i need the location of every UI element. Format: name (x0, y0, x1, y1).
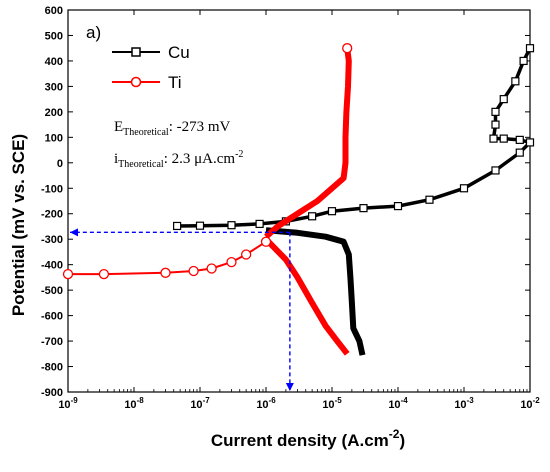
ti-lower-branch-line (263, 237, 350, 356)
y-tick-label: 0 (57, 158, 63, 170)
ti-data-point (226, 256, 237, 268)
cu-data-point (255, 219, 264, 229)
x-tick-label: 10-8 (124, 396, 144, 411)
cu-data-point (393, 201, 403, 211)
corrosion-current-arrowhead (285, 383, 294, 391)
i-theoretical-symbol: i (114, 151, 118, 167)
x-axis-title: Current density (A.cm-2) (211, 427, 405, 450)
y-tick-label: 100 (45, 132, 63, 144)
i-theoretical-value: : 2.3 μA.cm (164, 151, 236, 167)
cu-data-point (491, 166, 500, 175)
y-tick-label: -800 (41, 362, 63, 374)
y-tick-label: 600 (45, 5, 63, 17)
y-tick-label: -900 (41, 387, 63, 399)
y-tick-label: -300 (41, 234, 63, 246)
y-tick-label: 400 (45, 56, 63, 68)
y-tick-label: 300 (45, 81, 63, 93)
cu-data-point (515, 148, 524, 157)
legend-cu-label: Cu (168, 43, 190, 62)
cu-data-point (327, 207, 337, 216)
ti-data-point (260, 236, 272, 247)
corrosion-potential-arrowhead (70, 228, 78, 237)
x-axis-title-main: Current density (211, 431, 337, 450)
legend-ti-label: Ti (168, 73, 182, 92)
e-theoretical-symbol: E (114, 119, 123, 135)
cu-data-point (511, 77, 520, 86)
cu-data-point (499, 134, 508, 143)
x-axis-title-close: ) (399, 431, 405, 450)
cu-data-point (525, 138, 535, 147)
cu-data-point (227, 221, 236, 230)
series-group (62, 43, 535, 356)
legend-cu-marker (131, 47, 141, 57)
cu-data-point (195, 221, 205, 230)
y-tick-label: 200 (45, 107, 63, 119)
y-tick-label: 500 (45, 30, 63, 42)
y-tick-label: -200 (41, 209, 63, 221)
x-tick-label: 10-9 (58, 396, 78, 411)
cu-anodic-line (177, 47, 532, 228)
i-theoretical-sub: Theoretical (118, 159, 164, 170)
ti-data-point (240, 249, 252, 260)
ti-data-point (188, 265, 199, 277)
x-tick-label: 10-3 (454, 396, 474, 411)
cu-cathodic-line (265, 227, 366, 356)
y-tick-label: -500 (41, 285, 63, 297)
x-tick-label: 10-6 (256, 396, 276, 411)
cu-data-point (359, 204, 368, 213)
ti-data-point (206, 263, 217, 274)
y-axis-title: Potential (mV vs. SCE) (9, 134, 28, 316)
ti-data-point (62, 268, 74, 280)
e-theoretical-sub: Theoretical (123, 127, 169, 138)
y-tick-label: -700 (41, 336, 63, 348)
x-axis-title-sup: -2 (389, 427, 400, 441)
ti-data-point (342, 43, 353, 54)
cu-data-point (425, 195, 434, 204)
cu-data-point (489, 134, 498, 143)
i-theoretical-note: iTheoretical: 2.3 μA.cm-2 (114, 149, 243, 170)
cu-data-point (459, 184, 469, 193)
ti-data-point (160, 267, 171, 278)
y-tick-label: -400 (41, 260, 63, 272)
i-theoretical-sup: -2 (235, 149, 243, 160)
legend: Cu Ti (112, 43, 190, 92)
y-tick-label: -100 (41, 183, 63, 195)
cu-data-point (515, 135, 524, 144)
legend-ti-marker (130, 76, 142, 88)
panel-label: a) (86, 23, 101, 42)
x-tick-label: 10-7 (190, 396, 210, 411)
plot-frame-group: 600 500 400 300 200 100 0 -100 -200 -300 -400 -500 -… (41, 5, 540, 411)
annotation-group (70, 228, 294, 391)
cu-data-point (499, 95, 508, 104)
x-tick-label: 10-2 (520, 396, 540, 411)
cu-data-point (525, 44, 535, 53)
e-theoretical-value: : -273 mV (169, 119, 231, 135)
x-axis-title-unit: (A.cm (342, 431, 389, 450)
ti-anodic-line (264, 47, 352, 239)
cu-data-point (491, 120, 500, 129)
y-tick-label: -600 (41, 311, 63, 323)
cu-data-point (491, 107, 500, 116)
ti-data-point (98, 268, 110, 280)
plot-frame (67, 9, 531, 393)
cu-data-point (519, 56, 528, 66)
x-tick-label: 10-5 (322, 396, 342, 411)
x-tick-label: 10-4 (388, 396, 408, 411)
cu-data-point (173, 221, 182, 231)
e-theoretical-note: ETheoretical: -273 mV (114, 119, 231, 138)
cu-data-point (308, 212, 317, 221)
